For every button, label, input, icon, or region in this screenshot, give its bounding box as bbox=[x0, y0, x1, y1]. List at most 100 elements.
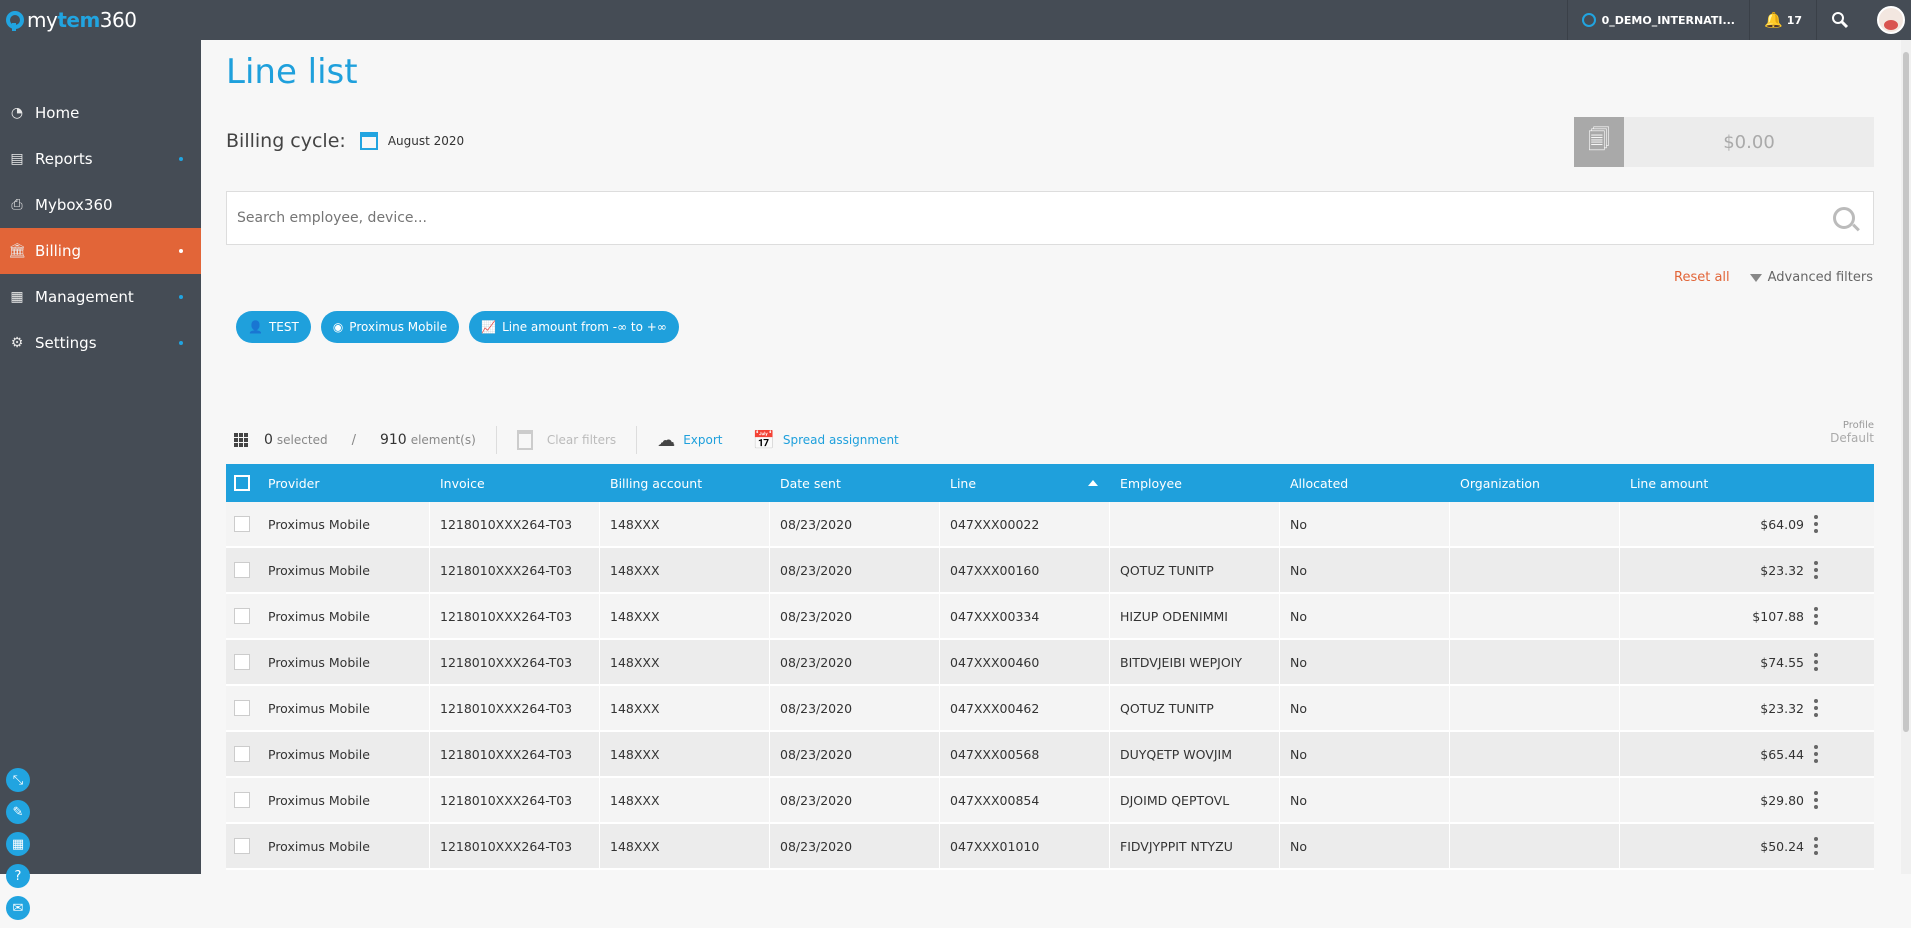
row-checkbox[interactable] bbox=[234, 746, 250, 762]
table-row[interactable]: Proximus Mobile 1218010XXX264-T03 148XXX 08… bbox=[226, 778, 1874, 824]
calendar-icon[interactable] bbox=[359, 132, 378, 150]
collapse-icon[interactable]: ⤡ bbox=[6, 768, 30, 792]
row-menu-icon[interactable] bbox=[1814, 561, 1818, 579]
sidebar-item-management[interactable]: ▦ Management bbox=[0, 274, 201, 320]
column-header[interactable]: Line bbox=[940, 464, 1110, 502]
table-row[interactable]: Proximus Mobile 1218010XXX264-T03 148XXX 08… bbox=[226, 502, 1874, 548]
row-menu-icon[interactable] bbox=[1814, 607, 1818, 625]
column-header-label: Line amount bbox=[1630, 475, 1709, 491]
clear-filters-button[interactable]: Clear filters bbox=[516, 430, 616, 450]
row-menu-icon[interactable] bbox=[1814, 699, 1818, 717]
cell-value: 148XXX bbox=[610, 562, 660, 578]
column-header[interactable]: Invoice bbox=[430, 464, 600, 502]
cell-value: 1218010XXX264-T03 bbox=[440, 838, 573, 854]
sidebar: ◔ Home ▤ Reports ⎙ Mybox360 🏛 Billing ▦ Managemen… bbox=[0, 40, 201, 920]
cell-value: 08/23/2020 bbox=[780, 654, 853, 670]
cell-value: No bbox=[1290, 516, 1307, 532]
billing-cycle-value[interactable]: August 2020 bbox=[387, 134, 465, 148]
scrollbar-thumb[interactable] bbox=[1903, 52, 1909, 732]
table-cell: 047XXX00462 bbox=[940, 686, 1110, 730]
table-cell: 148XXX bbox=[600, 548, 770, 592]
cell-value: DJOIMD QEPTOVL bbox=[1120, 792, 1230, 808]
edit-icon[interactable]: ✎ bbox=[6, 800, 30, 824]
cell-value: 047XXX00160 bbox=[950, 562, 1040, 578]
reset-all-link[interactable]: Reset all bbox=[1674, 270, 1730, 285]
table-row[interactable]: Proximus Mobile 1218010XXX264-T03 148XXX 08… bbox=[226, 594, 1874, 640]
calendar-icon[interactable]: ▦ bbox=[6, 832, 30, 856]
user-avatar[interactable] bbox=[1877, 6, 1905, 34]
sidebar-item-mybox360[interactable]: ⎙ Mybox360 bbox=[0, 182, 201, 228]
column-header[interactable]: Employee bbox=[1110, 464, 1280, 502]
table-cell: 08/23/2020 bbox=[770, 824, 940, 868]
column-header-label: Invoice bbox=[440, 475, 485, 491]
table-row[interactable]: Proximus Mobile 1218010XXX264-T03 148XXX 08… bbox=[226, 732, 1874, 778]
advanced-filters-link[interactable]: Advanced filters bbox=[1749, 270, 1873, 285]
total-amount: $0.00 bbox=[1723, 131, 1775, 153]
row-checkbox[interactable] bbox=[234, 562, 250, 578]
trash-icon bbox=[516, 430, 533, 450]
profile-selector[interactable]: Profile Default bbox=[1830, 420, 1874, 445]
row-menu-icon[interactable] bbox=[1814, 791, 1818, 809]
filter-chip-label: Line amount from -∞ to +∞ bbox=[502, 320, 667, 334]
sidebar-item-settings[interactable]: ⚙ Settings bbox=[0, 320, 201, 366]
main-content: Line list Billing cycle: August 2020 🗐 $… bbox=[201, 40, 1901, 874]
search-input[interactable] bbox=[237, 210, 1833, 226]
row-checkbox[interactable] bbox=[234, 792, 250, 808]
element-count: 910 bbox=[379, 432, 407, 448]
account-selector[interactable]: 0_DEMO_INTERNATI... bbox=[1566, 0, 1749, 40]
table-cell: 1218010XXX264-T03 bbox=[430, 502, 600, 546]
mail-icon[interactable]: ✉ bbox=[6, 896, 30, 920]
row-checkbox[interactable] bbox=[234, 516, 250, 532]
cell-value: 08/23/2020 bbox=[780, 562, 853, 578]
filter-chip[interactable]: ◉ Proximus Mobile bbox=[320, 311, 460, 343]
row-menu-icon[interactable] bbox=[1814, 837, 1818, 855]
row-menu-icon[interactable] bbox=[1814, 515, 1818, 533]
cell-value: No bbox=[1290, 654, 1307, 670]
spread-assignment-button[interactable]: 📅 Spread assignment bbox=[752, 430, 898, 451]
column-header[interactable]: Allocated bbox=[1280, 464, 1450, 502]
table-cell: $65.44 bbox=[1620, 732, 1834, 776]
table-cell: 08/23/2020 bbox=[770, 548, 940, 592]
table-row[interactable]: Proximus Mobile 1218010XXX264-T03 148XXX 08… bbox=[226, 686, 1874, 732]
filter-chip[interactable]: 📈 Line amount from -∞ to +∞ bbox=[469, 311, 679, 343]
notifications-button[interactable]: 🔔 17 bbox=[1749, 0, 1816, 40]
advanced-filters-label: Advanced filters bbox=[1767, 270, 1873, 285]
table-cell bbox=[1450, 732, 1620, 776]
row-checkbox[interactable] bbox=[234, 608, 250, 624]
sidebar-item-home[interactable]: ◔ Home bbox=[0, 90, 201, 136]
filter-chip[interactable]: 👤 TEST bbox=[236, 311, 311, 343]
select-all-checkbox[interactable] bbox=[234, 475, 250, 491]
export-label: Export bbox=[683, 433, 723, 447]
billing-cycle-label: Billing cycle: bbox=[226, 130, 346, 152]
row-checkbox[interactable] bbox=[234, 654, 250, 670]
sidebar-item-billing[interactable]: 🏛 Billing bbox=[0, 228, 201, 274]
app-logo[interactable]: my tem 360 bbox=[6, 8, 137, 32]
global-search-button[interactable] bbox=[1816, 0, 1863, 40]
table-row[interactable]: Proximus Mobile 1218010XXX264-T03 148XXX 08… bbox=[226, 640, 1874, 686]
table-row[interactable]: Proximus Mobile 1218010XXX264-T03 148XXX 08… bbox=[226, 824, 1874, 870]
search-icon[interactable] bbox=[1833, 207, 1855, 229]
cell-value: 1218010XXX264-T03 bbox=[440, 700, 573, 716]
column-header[interactable]: Line amount bbox=[1620, 464, 1834, 502]
column-header-label: Date sent bbox=[780, 475, 841, 491]
table-row[interactable]: Proximus Mobile 1218010XXX264-T03 148XXX 08… bbox=[226, 548, 1874, 594]
row-checkbox[interactable] bbox=[234, 838, 250, 854]
invoices-icon[interactable]: 🗐 bbox=[1574, 117, 1624, 167]
cell-value: 047XXX00022 bbox=[950, 516, 1040, 532]
sidebar-item-reports[interactable]: ▤ Reports bbox=[0, 136, 201, 182]
column-header[interactable]: Organization bbox=[1450, 464, 1620, 502]
help-icon[interactable]: ? bbox=[6, 864, 30, 888]
scrollbar[interactable] bbox=[1901, 40, 1911, 874]
column-header[interactable]: Date sent bbox=[770, 464, 940, 502]
cell-value: 148XXX bbox=[610, 608, 660, 624]
export-button[interactable]: ☁ Export bbox=[657, 430, 722, 451]
row-checkbox[interactable] bbox=[234, 700, 250, 716]
row-menu-icon[interactable] bbox=[1814, 745, 1818, 763]
table-cell: Proximus Mobile bbox=[260, 686, 430, 730]
column-header[interactable]: Provider bbox=[260, 464, 430, 502]
row-menu-icon[interactable] bbox=[1814, 653, 1818, 671]
cell-value: $107.88 bbox=[1752, 608, 1804, 624]
sort-ascending-icon bbox=[1088, 480, 1098, 486]
column-header[interactable]: Billing account bbox=[600, 464, 770, 502]
column-picker-icon[interactable] bbox=[234, 433, 248, 447]
